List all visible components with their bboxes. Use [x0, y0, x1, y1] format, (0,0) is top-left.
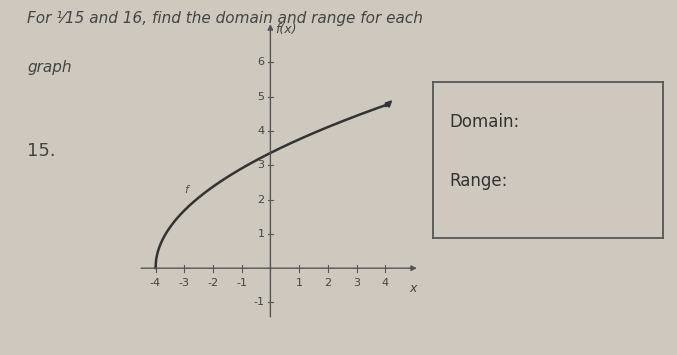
Text: graph: graph [27, 60, 72, 75]
Text: f: f [184, 185, 188, 195]
Text: 1: 1 [296, 278, 303, 289]
Text: Range:: Range: [450, 172, 508, 190]
Text: f(x): f(x) [276, 23, 297, 36]
Text: -3: -3 [179, 278, 190, 289]
Text: -1: -1 [254, 297, 265, 307]
Text: 2: 2 [257, 195, 265, 204]
Text: -1: -1 [236, 278, 247, 289]
Text: 3: 3 [258, 160, 265, 170]
Text: -2: -2 [207, 278, 219, 289]
Text: 2: 2 [324, 278, 332, 289]
Text: 3: 3 [353, 278, 360, 289]
Text: Domain:: Domain: [450, 113, 520, 131]
Text: 4: 4 [257, 126, 265, 136]
Text: 5: 5 [258, 92, 265, 102]
Text: 1: 1 [258, 229, 265, 239]
Text: 15.: 15. [27, 142, 56, 160]
Text: 6: 6 [258, 58, 265, 67]
Text: -4: -4 [150, 278, 161, 289]
Text: 4: 4 [382, 278, 389, 289]
Text: For ⅟15 and 16, find the domain and range for each: For ⅟15 and 16, find the domain and rang… [27, 11, 423, 26]
Text: x: x [410, 282, 417, 295]
